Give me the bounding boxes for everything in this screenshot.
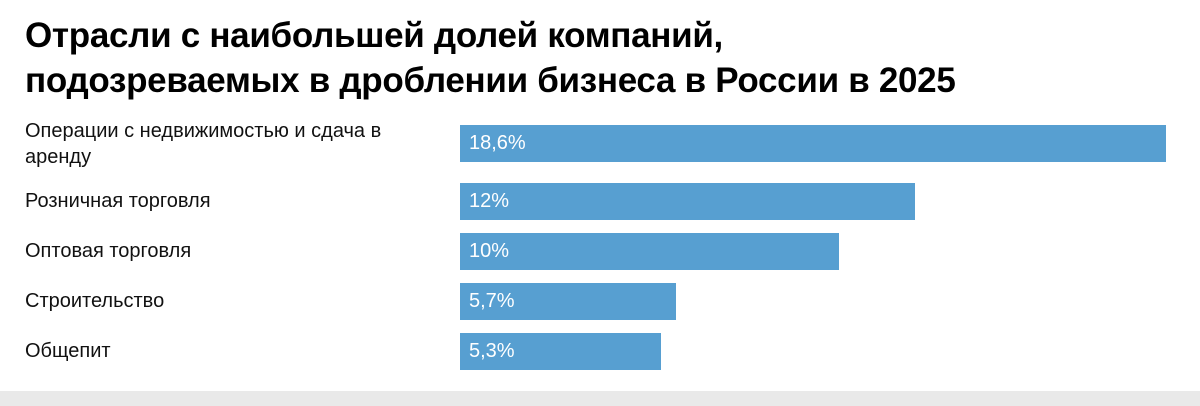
bar-row: Оптовая торговля 10% [25,232,1175,270]
bar-track: 12% [460,182,1175,220]
bar-track: 18,6% [460,125,1175,163]
bar: 5,7% [460,282,677,320]
chart-title: Отрасли с наибольшей долей компаний, под… [0,0,1200,104]
bar: 18,6% [460,125,1166,163]
value-label: 12% [469,189,510,212]
value-label: 5,7% [469,289,515,312]
value-label: 10% [469,239,510,262]
value-label: 5,3% [469,339,515,362]
bar-row: Розничная торговля 12% [25,182,1175,220]
bar-track: 10% [460,232,1175,270]
bar: 12% [460,182,916,220]
bar: 5,3% [460,332,662,370]
bar-row: Операции с недвижимостью и сдача в аренд… [25,118,1175,170]
chart-title-line-2: подозреваемых в дроблении бизнеса в Росс… [25,60,956,100]
category-label: Строительство [25,290,165,313]
category-label: Розничная торговля [25,190,211,213]
value-label: 18,6% [469,132,526,155]
bar-track: 5,7% [460,282,1175,320]
category-label: Операции с недвижимостью и сдача в аренд… [25,119,382,168]
footer-strip [0,391,1200,406]
bar-row: Строительство 5,7% [25,282,1175,320]
chart-title-line-1: Отрасли с наибольшей долей компаний, [25,16,723,55]
bar-row: Общепит 5,3% [25,332,1175,370]
category-label: Оптовая торговля [25,240,192,263]
bar-chart: Операции с недвижимостью и сдача в аренд… [0,104,1200,370]
bar: 10% [460,232,840,270]
category-label: Общепит [25,340,111,363]
bar-track: 5,3% [460,332,1175,370]
